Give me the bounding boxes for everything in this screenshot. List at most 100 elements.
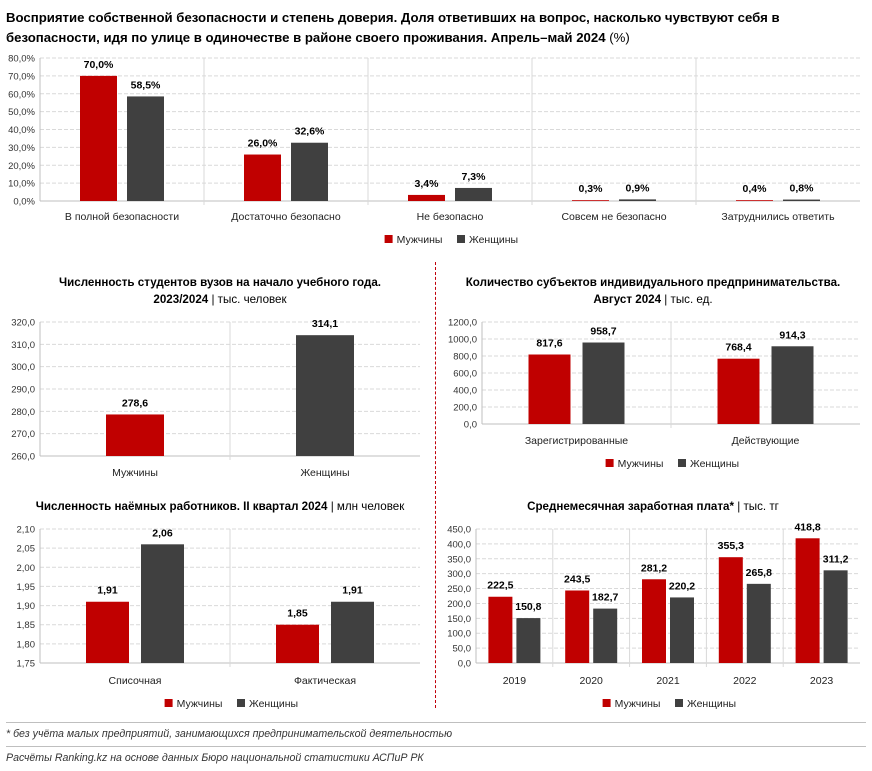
entrepreneurs-bar xyxy=(771,346,814,424)
workers-legend-swatch xyxy=(164,699,173,707)
salary-ytick-label: 400,0 xyxy=(447,539,471,550)
source-separator xyxy=(6,746,866,747)
salary-bar xyxy=(565,590,590,663)
entrepreneurs-category-label: Действующие xyxy=(732,435,800,447)
entrepreneurs-bar xyxy=(582,342,625,424)
safety-bar xyxy=(244,154,281,201)
salary-data-label: 222,5 xyxy=(487,580,513,592)
workers-legend-label: Женщины xyxy=(249,698,298,710)
salary-data-label: 243,5 xyxy=(564,573,590,585)
salary-ytick-label: 100,0 xyxy=(447,629,471,640)
workers-ytick-label: 1,80 xyxy=(17,639,36,650)
students-title-unit: | тыс. человек xyxy=(211,293,287,306)
workers-data-label: 1,91 xyxy=(97,585,118,597)
entrepreneurs-category-label: Зарегистрированные xyxy=(525,435,628,447)
salary-category-label: 2022 xyxy=(733,675,757,687)
salary-data-label: 220,2 xyxy=(669,580,695,592)
entrepreneurs-data-label: 817,6 xyxy=(536,338,562,350)
salary-ytick-label: 150,0 xyxy=(447,614,471,625)
entrepreneurs-legend-swatch xyxy=(605,459,614,467)
salary-ytick-label: 350,0 xyxy=(447,554,471,565)
entrepreneurs-title-line1: Количество субъектов индивидуального пре… xyxy=(465,276,841,289)
salary-ytick-label: 200,0 xyxy=(447,599,471,610)
safety-ytick-label: 10,0% xyxy=(8,179,35,190)
students-category-label: Мужчины xyxy=(112,467,158,479)
entrepreneurs-title-line2: Август 2024 xyxy=(593,293,662,306)
safety-ytick-label: 80,0% xyxy=(8,54,35,65)
safety-ytick-label: 50,0% xyxy=(8,107,35,118)
salary-bar xyxy=(516,618,541,663)
safety-legend-swatch xyxy=(384,235,393,243)
entrepreneurs-ytick-label: 600,0 xyxy=(453,369,477,380)
students-ytick-label: 260,0 xyxy=(11,452,35,463)
safety-legend-label: Мужчины xyxy=(397,234,443,246)
salary-category-label: 2021 xyxy=(656,675,680,687)
footnote-separator xyxy=(6,722,866,723)
students-category-label: Женщины xyxy=(300,467,349,479)
salary-ytick-label: 300,0 xyxy=(447,569,471,580)
salary-bar xyxy=(642,579,666,663)
salary-category-label: 2020 xyxy=(580,675,604,687)
entrepreneurs-ytick-label: 400,0 xyxy=(453,386,477,397)
salary-title-text: Среднемесячная заработная плата* xyxy=(527,500,735,513)
salary-title-unit: | тыс. тг xyxy=(737,500,779,513)
students-bar xyxy=(296,335,354,456)
workers-bar xyxy=(276,624,319,663)
entrepreneurs-data-label: 914,3 xyxy=(779,329,805,341)
workers-ytick-label: 2,00 xyxy=(17,563,36,574)
salary-category-label: 2023 xyxy=(810,675,834,687)
safety-legend-label: Женщины xyxy=(469,234,518,246)
entrepreneurs-data-label: 768,4 xyxy=(725,342,751,354)
entrepreneurs-chart-title: Количество субъектов индивидуального пре… xyxy=(446,274,860,308)
salary-data-label: 182,7 xyxy=(592,592,618,604)
safety-data-label: 58,5% xyxy=(131,79,161,91)
salary-ytick-label: 0,0 xyxy=(458,659,471,670)
salary-bar xyxy=(670,597,694,663)
salary-data-label: 355,3 xyxy=(718,540,744,552)
workers-category-label: Списочная xyxy=(109,675,162,687)
salary-ytick-label: 50,0 xyxy=(453,644,472,655)
safety-data-label: 0,3% xyxy=(579,183,604,195)
safety-ytick-label: 0,0% xyxy=(13,197,35,208)
safety-bar xyxy=(455,187,492,201)
entrepreneurs-legend-swatch xyxy=(678,459,686,467)
main-title-text: Восприятие собственной безопасности и ст… xyxy=(6,10,780,45)
safety-data-label: 26,0% xyxy=(248,138,278,150)
safety-ytick-label: 60,0% xyxy=(8,89,35,100)
safety-bar xyxy=(408,194,445,201)
safety-category-label: Не безопасно xyxy=(417,211,484,223)
workers-ytick-label: 1,85 xyxy=(17,620,36,631)
entrepreneurs-ytick-label: 1000,0 xyxy=(448,335,477,346)
salary-legend-swatch xyxy=(602,699,611,707)
safety-bar xyxy=(783,199,820,201)
salary-legend-swatch xyxy=(675,699,683,707)
entrepreneurs-legend-label: Женщины xyxy=(690,458,739,470)
entrepreneurs-data-label: 958,7 xyxy=(590,326,616,338)
workers-ytick-label: 2,10 xyxy=(17,525,36,536)
workers-ytick-label: 2,05 xyxy=(17,544,36,555)
students-ytick-label: 270,0 xyxy=(11,429,35,440)
safety-data-label: 0,9% xyxy=(626,182,651,194)
students-data-label: 314,1 xyxy=(312,318,338,330)
safety-ytick-label: 20,0% xyxy=(8,161,35,172)
safety-ytick-label: 30,0% xyxy=(8,143,35,154)
workers-chart-title: Численность наёмных работников. II кварт… xyxy=(10,498,430,515)
safety-category-label: Достаточно безопасно xyxy=(231,211,341,223)
students-ytick-label: 320,0 xyxy=(11,318,35,329)
main-title: Восприятие собственной безопасности и ст… xyxy=(6,8,866,48)
safety-bar xyxy=(572,200,609,201)
salary-ytick-label: 250,0 xyxy=(447,584,471,595)
students-bar xyxy=(106,414,164,456)
students-title-line1: Численность студентов вузов на начало уч… xyxy=(58,276,382,289)
salary-bar xyxy=(795,538,820,663)
workers-title-text: Численность наёмных работников. II кварт… xyxy=(35,500,328,513)
salary-data-label: 311,2 xyxy=(823,553,849,565)
entrepreneurs-title-unit: | тыс. ед. xyxy=(664,293,713,306)
workers-legend-label: Мужчины xyxy=(177,698,223,710)
workers-bar xyxy=(141,544,184,663)
safety-data-label: 70,0% xyxy=(84,59,114,71)
salary-data-label: 418,8 xyxy=(794,521,820,533)
safety-category-label: В полной безопасности xyxy=(65,211,179,223)
students-data-label: 278,6 xyxy=(122,397,148,409)
